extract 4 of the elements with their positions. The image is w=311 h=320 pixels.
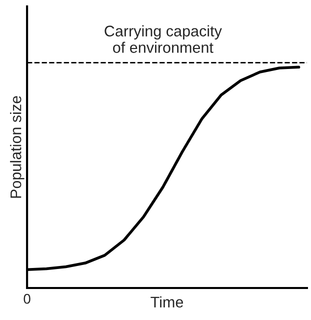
y-axis-title: Population size (10, 96, 24, 198)
ref-line-label: Carrying capacity of environment (104, 25, 222, 53)
text: 0 (24, 294, 30, 304)
x-axis-title: Time (150, 296, 184, 308)
